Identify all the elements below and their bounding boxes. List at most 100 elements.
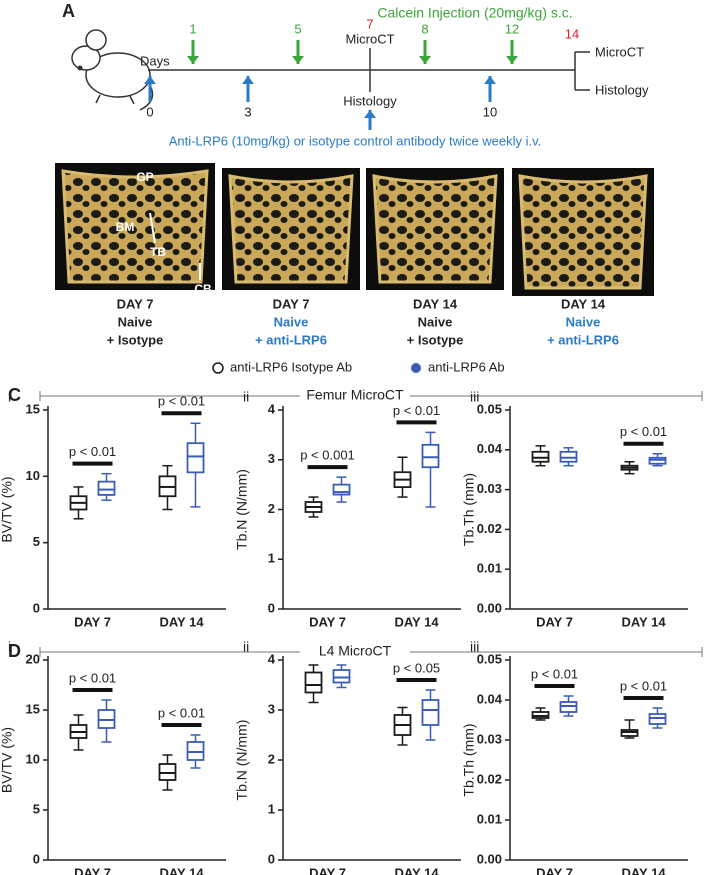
antibody-label: Anti-LRP6 (10mg/kg) or isotype control a…	[169, 133, 542, 148]
microct-label: MicroCT	[345, 31, 394, 46]
p-value: p < 0.01	[69, 444, 116, 459]
y-tick-label: 10	[26, 751, 40, 766]
x-tick-label: DAY 14	[394, 614, 439, 629]
day-number: 0	[146, 104, 153, 119]
box	[421, 699, 440, 726]
y-axis-label: BV/TV (%)	[0, 476, 15, 542]
x-tick-label: DAY 7	[309, 865, 346, 875]
p-value: p < 0.001	[300, 448, 355, 463]
p-value: p < 0.01	[158, 394, 205, 409]
legend: anti-LRP6 Isotype Ab anti-LRP6 Ab	[212, 359, 505, 374]
y-tick-label: 1	[268, 551, 275, 566]
y-tick-label: 2	[268, 501, 275, 516]
image-caption: + anti-LRP6	[255, 332, 327, 347]
x-tick-label: DAY 7	[74, 614, 111, 629]
y-tick-label: 2	[268, 751, 275, 766]
y-tick-label: 3	[268, 701, 275, 716]
section-title: L4 MicroCT	[319, 643, 392, 659]
annotation-arrow	[149, 212, 156, 244]
p-value: p < 0.01	[620, 678, 667, 693]
panel-sublabel: ii	[243, 389, 249, 405]
image-caption: Naive	[118, 314, 153, 329]
image-caption: DAY 7	[117, 296, 154, 311]
y-tick-label: 0.01	[477, 811, 502, 826]
x-tick-label: DAY 14	[159, 865, 204, 875]
y-tick-label: 0	[268, 851, 275, 866]
y-tick-label: 0.02	[477, 771, 502, 786]
histology-label: Histology	[343, 93, 397, 108]
p-value: p < 0.01	[620, 424, 667, 439]
bone-section	[61, 169, 209, 284]
y-axis-label: Tb.N (N/mm)	[234, 469, 250, 550]
box	[421, 443, 440, 469]
arrow-head	[419, 56, 431, 64]
arrow-head	[144, 76, 156, 84]
day-number: 8	[421, 21, 428, 36]
p-value: p < 0.01	[69, 670, 116, 685]
y-tick-label: 15	[26, 401, 40, 416]
image-annotation: GP	[136, 170, 153, 184]
timeline	[148, 48, 590, 92]
y-tick-label: 0.03	[477, 481, 502, 496]
legend-marker	[212, 362, 224, 374]
y-axis-label: Tb.N (N/mm)	[234, 720, 250, 801]
y-tick-label: 5	[33, 534, 40, 549]
image-caption: DAY 14	[561, 296, 606, 311]
p-value: p < 0.01	[158, 705, 205, 720]
microct-label: MicroCT	[595, 44, 644, 59]
x-tick-label: DAY 14	[159, 614, 204, 629]
bone-section	[372, 174, 498, 284]
image-caption: Naive	[418, 314, 453, 329]
section-rule	[39, 647, 703, 657]
day-number: 10	[483, 104, 497, 119]
y-tick-label: 10	[26, 468, 40, 483]
p-value: p < 0.05	[393, 660, 440, 675]
day-red: 14	[565, 26, 579, 41]
images: DAY 7 Naive + Isotype DAY 7 Naive + anti-LRP6…	[55, 163, 654, 347]
image-caption: DAY 14	[413, 296, 458, 311]
y-tick-label: 0.05	[477, 401, 502, 416]
arrows: 1 5 8 12 0 3 10	[144, 21, 519, 130]
arrow-head	[484, 76, 496, 84]
p-value: p < 0.01	[531, 666, 578, 681]
x-tick-label: DAY 7	[536, 614, 573, 629]
y-tick-label: 0.00	[477, 851, 502, 866]
box	[332, 483, 351, 496]
legend-label: anti-LRP6 Isotype Ab	[230, 359, 352, 374]
day-number: 1	[189, 21, 196, 36]
arrow-head	[506, 56, 518, 64]
y-tick-label: 20	[26, 651, 40, 666]
y-tick-label: 0	[268, 600, 275, 615]
y-tick-label: 0.04	[477, 691, 503, 706]
arrow-head	[292, 56, 304, 64]
panel-letter: C	[8, 385, 21, 405]
y-tick-label: 0.00	[477, 600, 502, 615]
image-caption: Naive	[566, 314, 601, 329]
section-title: Femur MicroCT	[306, 387, 404, 403]
panel-sublabel: i	[8, 639, 11, 655]
day-number: 3	[244, 104, 251, 119]
y-tick-label: 1	[268, 801, 275, 816]
calcein-label: Calcein Injection (20mg/kg) s.c.	[377, 5, 572, 21]
y-tick-label: 5	[33, 801, 40, 816]
image-caption: Naive	[274, 314, 309, 329]
image-caption: + anti-LRP6	[547, 332, 619, 347]
arrow-head	[242, 76, 254, 84]
arrow-head	[364, 110, 376, 118]
y-axis-label: Tb.Th (mm)	[461, 473, 477, 546]
panel-sublabel: ii	[243, 639, 249, 655]
y-tick-label: 4	[268, 651, 276, 666]
arrow-head	[187, 56, 199, 64]
image-annotation: BM	[116, 220, 135, 234]
image-caption: + Isotype	[107, 332, 164, 347]
panel-letter: D	[8, 641, 21, 661]
box	[304, 671, 323, 694]
y-tick-label: 0.03	[477, 731, 502, 746]
y-tick-label: 4	[268, 401, 276, 416]
panel-sublabel: i	[8, 389, 11, 405]
box	[97, 480, 116, 496]
x-tick-label: DAY 7	[309, 614, 346, 629]
x-tick-label: DAY 14	[394, 865, 439, 875]
